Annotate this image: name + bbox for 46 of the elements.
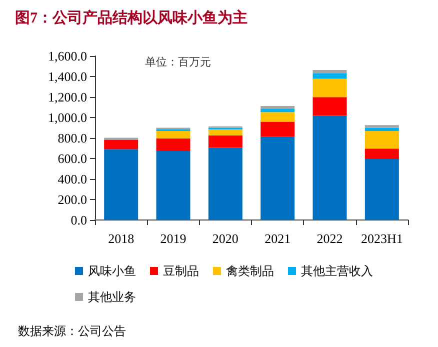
y-tick-label: 400.0 [58, 172, 87, 186]
y-tick-label: 600.0 [58, 151, 87, 166]
source-note: 数据来源：公司公告 [18, 324, 126, 338]
bar [312, 78, 347, 98]
x-tick-label: 2019 [160, 231, 186, 246]
bar [260, 108, 295, 112]
bar [364, 125, 399, 128]
bar [208, 135, 242, 148]
legend-label: 风味小鱼 [88, 264, 136, 278]
chart-title: 图7：公司产品结构以风味小鱼为主 [15, 8, 248, 26]
y-tick-label: 1,400.0 [48, 69, 87, 84]
legend-label: 其他主营收入 [301, 264, 373, 278]
annotation: 单位：百万元 [145, 56, 211, 68]
bar [364, 128, 399, 132]
bar [312, 73, 347, 79]
x-tick-label: 2020 [212, 231, 238, 246]
y-tick-label: 200.0 [58, 192, 87, 207]
x-tick-label: 2022 [316, 231, 343, 246]
x-tick-label: 2018 [108, 231, 134, 246]
x-tick-label: 2023H1 [360, 231, 403, 246]
bar [364, 131, 399, 149]
bar [364, 148, 399, 160]
bar [312, 97, 347, 116]
y-tick-label: 1,000.0 [48, 110, 87, 125]
bar [156, 151, 190, 220]
legend-label: 豆制品 [163, 264, 199, 278]
bar [104, 149, 138, 220]
bar [312, 116, 347, 220]
legend-label: 其他业务 [88, 290, 136, 304]
y-tick-label: 800.0 [58, 130, 87, 146]
legend-label: 禽类制品 [226, 264, 274, 278]
bar [260, 106, 295, 109]
y-tick-label: 0.0 [70, 212, 87, 228]
bar [156, 131, 190, 138]
bar [208, 148, 242, 220]
bar [312, 70, 347, 74]
y-tick-label: 1,600.0 [48, 48, 87, 64]
bar [260, 112, 295, 122]
bar [260, 122, 295, 137]
bar [156, 138, 190, 152]
x-tick-label: 2021 [264, 231, 291, 246]
bar [364, 159, 399, 220]
bar [104, 140, 138, 150]
bar [260, 136, 295, 220]
bar [208, 129, 242, 136]
y-tick-label: 1,200.0 [48, 90, 87, 104]
